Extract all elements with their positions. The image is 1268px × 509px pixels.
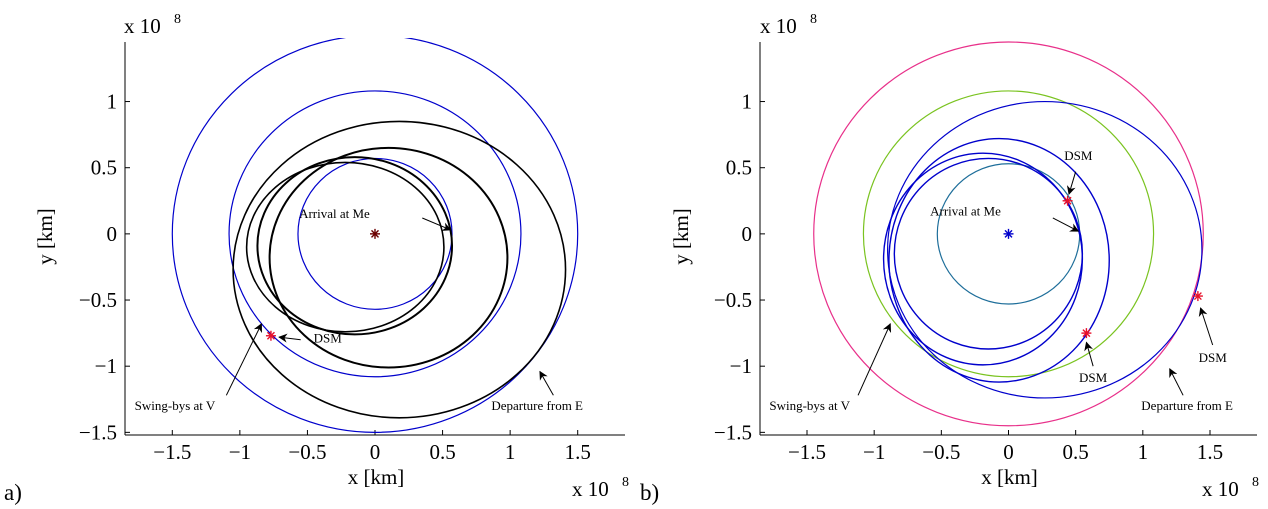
y-tick-label: −1.5 — [714, 420, 752, 444]
y-tick-label: −0.5 — [714, 288, 752, 312]
annotation-arrow — [422, 217, 452, 231]
x-tick-label: 1.5 — [1197, 440, 1223, 464]
annotation-label: DSM — [1064, 148, 1093, 163]
x-tick-label: −1 — [863, 440, 885, 464]
plot-area — [813, 41, 1204, 427]
x-tick-label: 1 — [1138, 440, 1149, 464]
y-tick-label: 0 — [107, 222, 118, 246]
trajectory-arc — [256, 156, 454, 336]
x-tick-label: 0.5 — [429, 440, 455, 464]
x-exponent-power: 8 — [1252, 475, 1259, 490]
dsm-marker — [1192, 291, 1203, 302]
annotation-label: Departure from E — [1141, 398, 1233, 413]
orbit-circle — [813, 41, 1204, 427]
x-exponent-label: x 10 — [1202, 477, 1239, 501]
trajectory-arc — [268, 146, 509, 369]
annotation-arrow — [225, 323, 262, 396]
sun-marker — [370, 228, 380, 239]
annotation-label: DSM — [314, 330, 343, 345]
x-tick-label: −1.5 — [788, 440, 826, 464]
annotation-arrow — [1066, 171, 1077, 196]
y-tick-label: −1 — [730, 354, 752, 378]
panel-label: b) — [640, 480, 659, 505]
trajectory-arc — [893, 157, 1084, 350]
x-axis-label: x [km] — [981, 465, 1038, 489]
x-tick-label: −0.5 — [288, 440, 326, 464]
y-exponent-label: x 10 — [124, 14, 161, 38]
annotation-arrow — [1198, 307, 1214, 346]
y-tick-label: 0.5 — [726, 156, 752, 180]
annotation-arrow — [1084, 341, 1094, 367]
annotation-label: Arrival at Me — [299, 206, 370, 221]
x-tick-label: 1 — [505, 440, 516, 464]
annotation-arrow — [278, 333, 301, 343]
x-tick-label: −1.5 — [153, 440, 191, 464]
dsm-marker — [1062, 195, 1073, 206]
orbit-circle — [171, 38, 579, 433]
trajectory-arc — [232, 120, 567, 419]
x-exponent-label: x 10 — [572, 477, 609, 501]
y-tick-label: 1 — [742, 90, 753, 114]
x-exponent-power: 8 — [622, 475, 629, 490]
trajectory-arc — [245, 161, 445, 333]
y-exponent-power: 8 — [810, 12, 817, 27]
annotation-label: Swing-bys at V — [769, 398, 850, 413]
dsm-marker — [265, 330, 276, 341]
y-tick-label: −0.5 — [79, 288, 117, 312]
annotation-label: Swing-bys at V — [135, 398, 216, 413]
annotation-label: DSM — [1199, 350, 1228, 365]
y-axis-label: y [km] — [33, 208, 57, 265]
y-exponent-label: x 10 — [760, 14, 797, 38]
y-tick-label: 0.5 — [91, 156, 117, 180]
x-tick-label: −0.5 — [922, 440, 960, 464]
annotation-arrow — [1052, 217, 1080, 232]
y-tick-label: −1.5 — [79, 420, 117, 444]
annotation-arrow — [857, 323, 892, 396]
y-tick-label: 0 — [742, 222, 753, 246]
y-tick-label: −1 — [95, 354, 117, 378]
trajectory-arc — [887, 100, 1203, 399]
sun-marker — [1003, 228, 1014, 239]
y-axis-label: y [km] — [669, 208, 693, 265]
x-tick-label: 0 — [370, 440, 381, 464]
orbit-circle — [862, 90, 1155, 378]
orbit-circle — [228, 90, 522, 378]
annotation-arrow — [539, 370, 554, 396]
x-tick-label: 0 — [1003, 440, 1014, 464]
trajectory-arc — [888, 137, 1110, 383]
dsm-marker — [1081, 328, 1092, 339]
panel-label: a) — [4, 480, 22, 505]
x-tick-label: 1.5 — [565, 440, 591, 464]
panel-b: −1.5 −1 −0.5 0 0.5 1 1.5 −1.5 −1 −0.5 0 0.5 1 x [km] y… — [640, 12, 1259, 505]
y-tick-label: 1 — [107, 90, 118, 114]
annotation-label: DSM — [1079, 370, 1108, 385]
x-axis-label: x [km] — [348, 465, 405, 489]
x-tick-label: −1 — [229, 440, 251, 464]
plot-area — [171, 38, 579, 433]
annotation-arrow — [1169, 368, 1184, 396]
annotation-label: Arrival at Me — [930, 203, 1001, 218]
annotation-label: Departure from E — [491, 398, 583, 413]
x-tick-label: 0.5 — [1063, 440, 1089, 464]
y-exponent-power: 8 — [174, 12, 181, 27]
panel-a: −1.5 −1 −0.5 0 0.5 1 1.5 −1.5 −1 −0.5 0 0.5 1 x [km] y… — [4, 12, 629, 505]
